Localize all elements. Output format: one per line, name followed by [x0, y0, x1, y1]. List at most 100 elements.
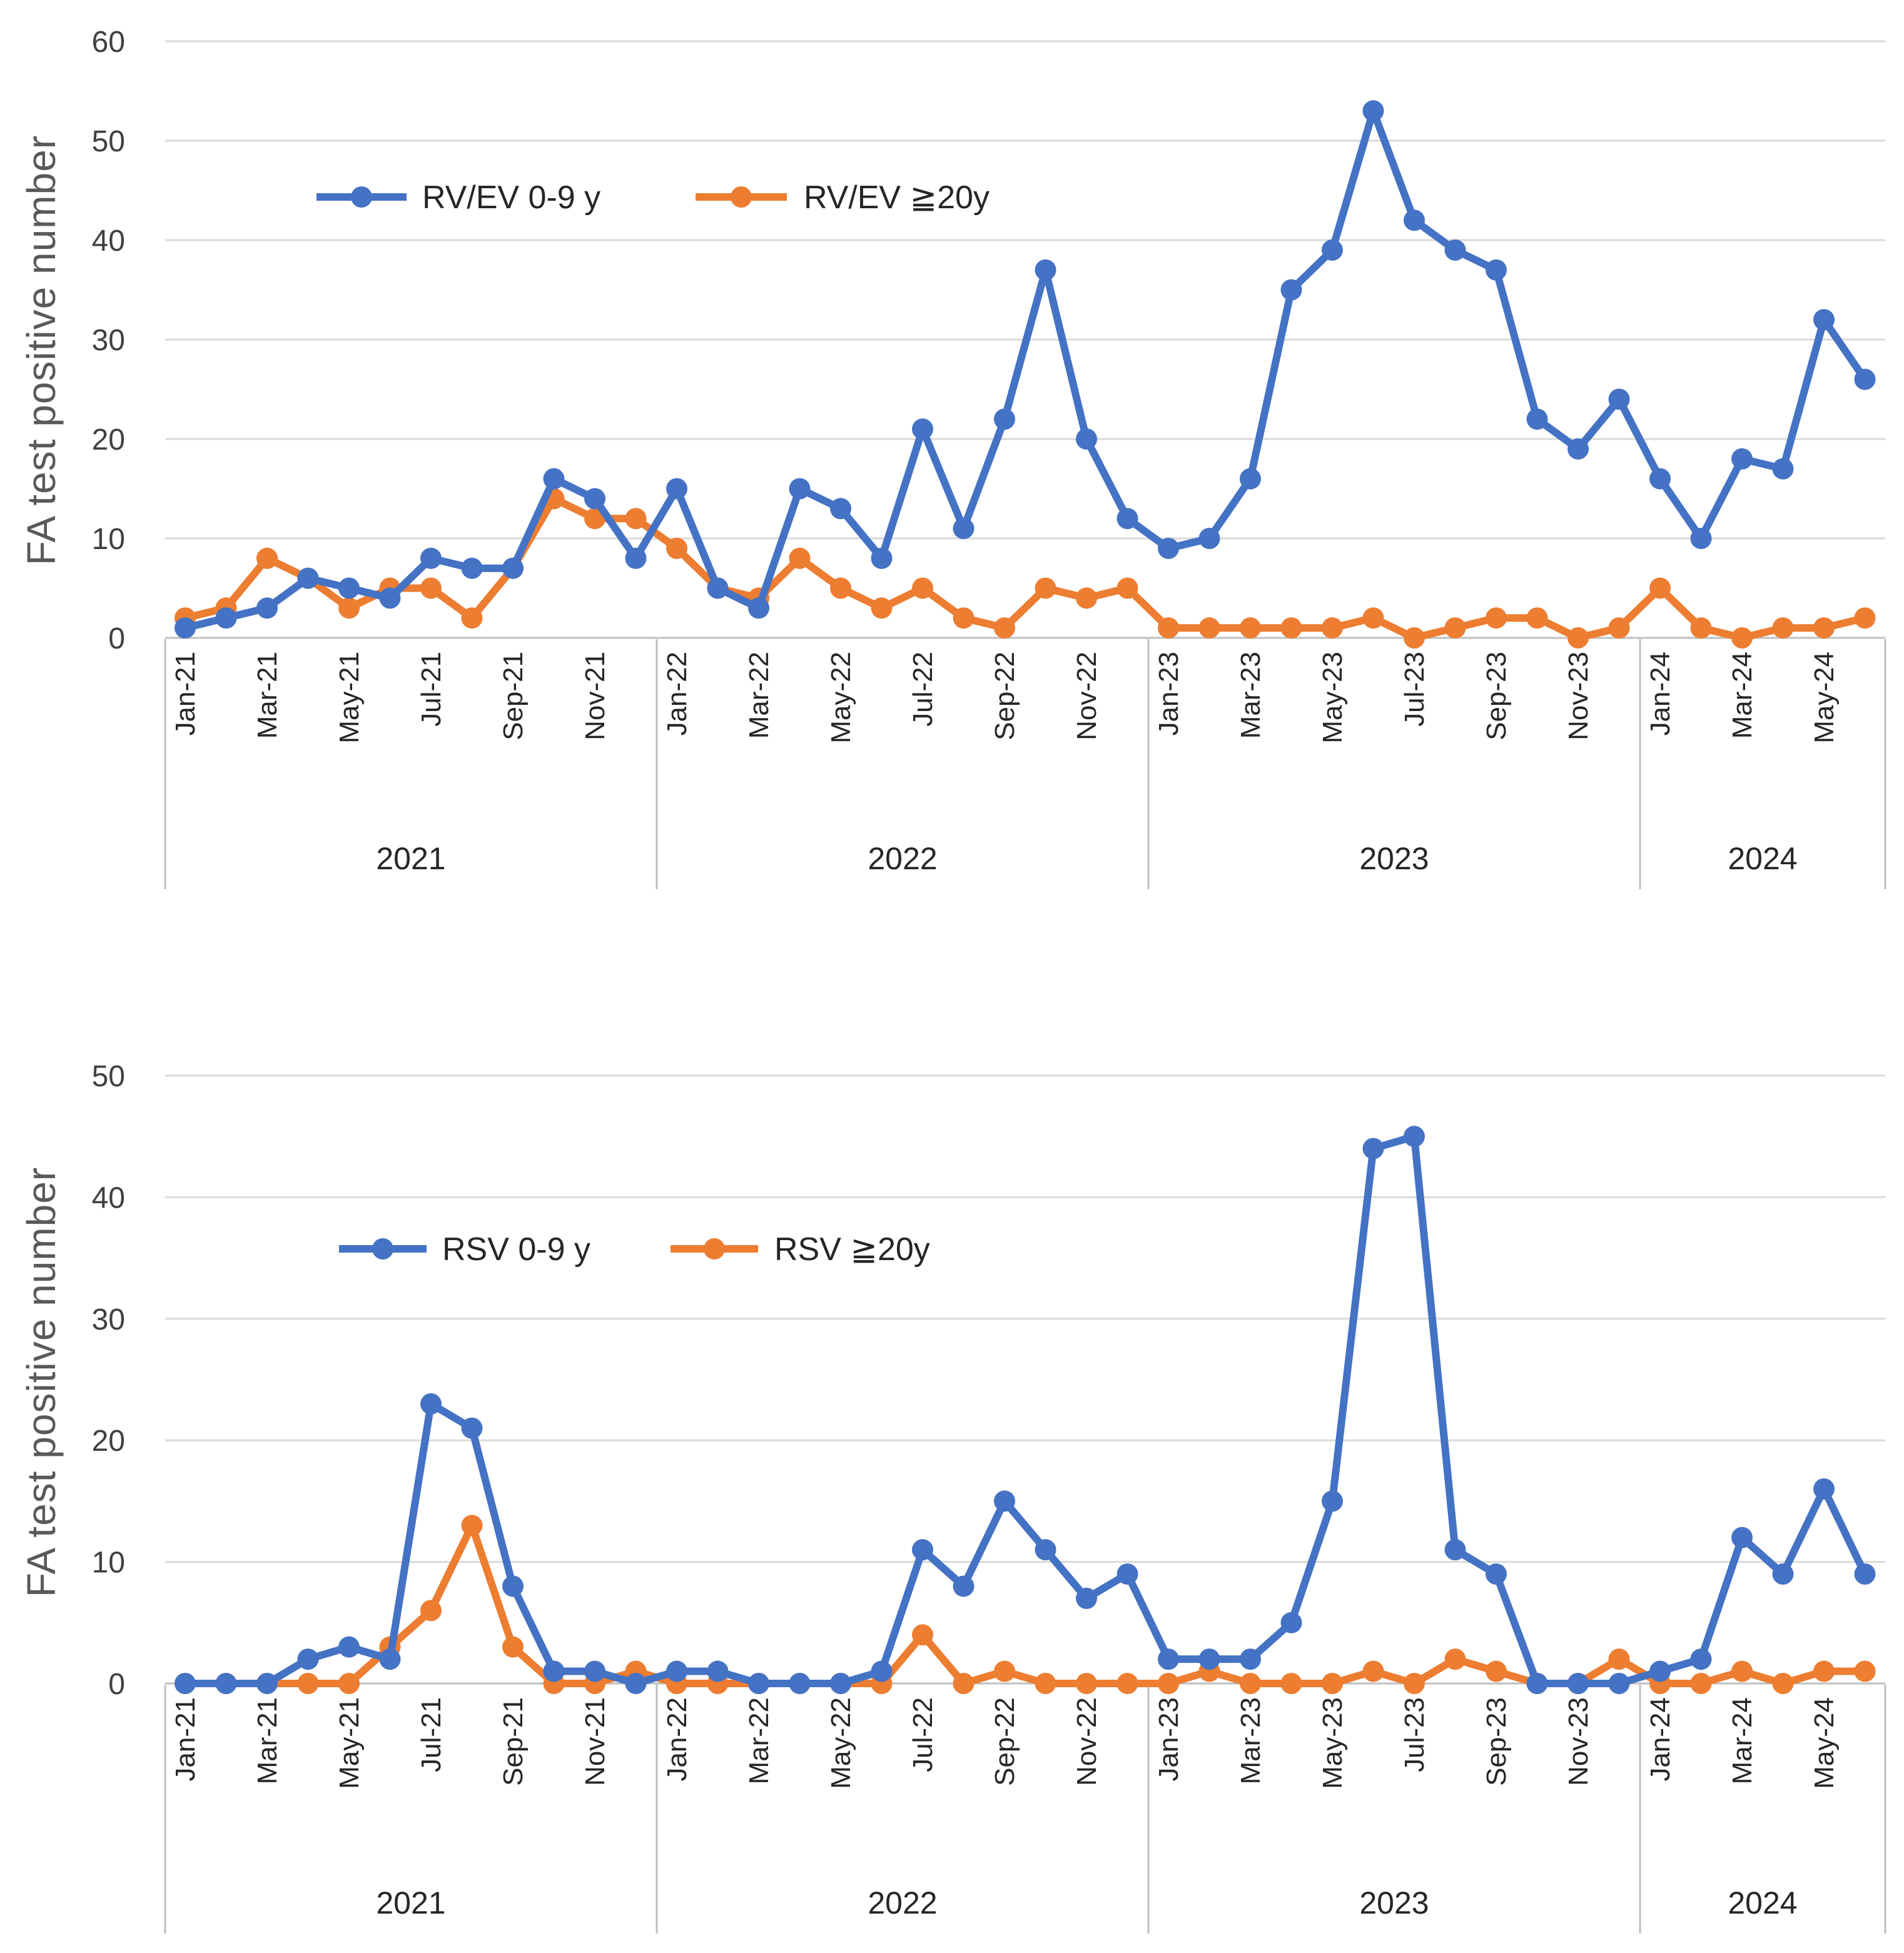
data-point [1076, 428, 1097, 450]
data-point [502, 1636, 524, 1658]
data-point [1322, 617, 1343, 639]
x-tick-label: May-24 [1809, 652, 1840, 744]
x-tick-label: Jul-23 [1399, 652, 1430, 727]
y-tick-label: 20 [92, 1425, 125, 1458]
data-point [1322, 1673, 1343, 1694]
x-tick-label: Jul-21 [416, 1697, 447, 1772]
data-point [1035, 577, 1056, 599]
data-point [543, 468, 565, 490]
x-tick-label: Mar-21 [252, 1697, 283, 1784]
data-point [666, 478, 687, 500]
data-point [912, 1539, 933, 1561]
legend-item: RV/EV 0-9 y [316, 179, 600, 216]
data-point [1731, 448, 1753, 470]
data-point [1608, 388, 1630, 410]
data-point [1444, 239, 1466, 261]
data-point [912, 418, 933, 440]
series-blue [175, 100, 1876, 639]
data-point [502, 557, 524, 579]
data-point [1280, 1612, 1302, 1633]
x-tick-label: Nov-21 [580, 652, 610, 740]
x-tick-label: Nov-22 [1071, 1697, 1102, 1786]
data-point [1854, 1563, 1876, 1585]
data-point [830, 1673, 851, 1694]
y-tick-label: 50 [92, 1060, 125, 1093]
data-point [584, 1660, 605, 1682]
data-point [256, 597, 278, 619]
x-tick-label: Sep-22 [990, 1697, 1020, 1786]
data-point [461, 1417, 483, 1439]
legend-label: RV/EV 0-9 y [422, 179, 600, 216]
legend-swatch-marker [372, 1238, 393, 1259]
x-tick-label: May-22 [826, 652, 856, 744]
data-point [789, 478, 811, 500]
x-tick-label: Jan-23 [1153, 1697, 1184, 1782]
data-point [1240, 1673, 1261, 1694]
data-point [1444, 617, 1466, 639]
data-point [1854, 368, 1876, 390]
data-point [338, 1673, 360, 1694]
data-point [1444, 1648, 1466, 1670]
data-point [461, 557, 483, 579]
x-tick-label: Mar-24 [1727, 1697, 1758, 1784]
y-tick-label: 40 [92, 1181, 125, 1214]
data-point [543, 1660, 565, 1682]
data-point [584, 508, 605, 530]
x-tick-label: Sep-23 [1481, 652, 1512, 740]
data-point [1280, 279, 1302, 301]
legend-item: RSV 0-9 y [339, 1231, 590, 1268]
data-point [1690, 1673, 1712, 1694]
x-tick-label: Mar-21 [252, 652, 283, 739]
data-point [1117, 577, 1138, 599]
data-point [1772, 617, 1794, 639]
data-point [256, 1673, 278, 1694]
data-point [1526, 607, 1548, 629]
data-point [1035, 1539, 1056, 1561]
x-tick-label: May-21 [334, 652, 365, 744]
data-point [1567, 1673, 1589, 1694]
data-point [1649, 1660, 1671, 1682]
data-point [1158, 617, 1179, 639]
x-tick-label: Nov-21 [580, 1697, 610, 1786]
data-point [1649, 468, 1671, 490]
data-point [175, 1673, 196, 1694]
data-point [1404, 627, 1425, 648]
data-point [1117, 1563, 1138, 1585]
x-tick-label: Mar-22 [744, 652, 774, 739]
x-tick-label: Jan-24 [1645, 652, 1676, 736]
data-point [1035, 259, 1056, 281]
y-tick-label: 0 [108, 1668, 125, 1701]
data-point [215, 607, 237, 629]
legend-swatch-marker [731, 186, 752, 208]
data-point [953, 518, 975, 540]
data-point [1486, 607, 1507, 629]
x-tick-label: May-22 [826, 1697, 856, 1789]
data-point [1240, 617, 1261, 639]
data-point [789, 547, 811, 569]
data-point [1731, 1527, 1753, 1548]
data-point [912, 577, 933, 599]
x-tick-label: May-21 [334, 1697, 365, 1789]
data-point [1731, 627, 1753, 648]
chart-2: 0 10 20 30 40 50 2021 2022 2023 2024 Jan-21 Mar-21 M… [19, 1060, 1886, 1934]
series-line [181, 495, 1869, 642]
data-point [953, 1673, 975, 1694]
data-point [871, 597, 893, 619]
data-point [625, 1673, 647, 1694]
x-tick-label: Jan-23 [1153, 652, 1184, 736]
year-label: 2024 [1728, 841, 1797, 876]
data-point [871, 1660, 893, 1682]
data-point [1649, 577, 1671, 599]
x-tick-label: Jan-24 [1645, 1697, 1676, 1782]
data-point [789, 1673, 811, 1694]
data-point [1690, 528, 1712, 549]
data-point [1444, 1539, 1466, 1561]
year-label: 2021 [376, 841, 445, 876]
series-orange [175, 1515, 1876, 1694]
x-tick-label: Jan-21 [170, 652, 201, 736]
x-tick-label: Mar-24 [1727, 652, 1758, 739]
y-axis-title: FA test positive number [19, 1167, 64, 1597]
data-point [379, 1648, 401, 1670]
data-point [1486, 259, 1507, 281]
